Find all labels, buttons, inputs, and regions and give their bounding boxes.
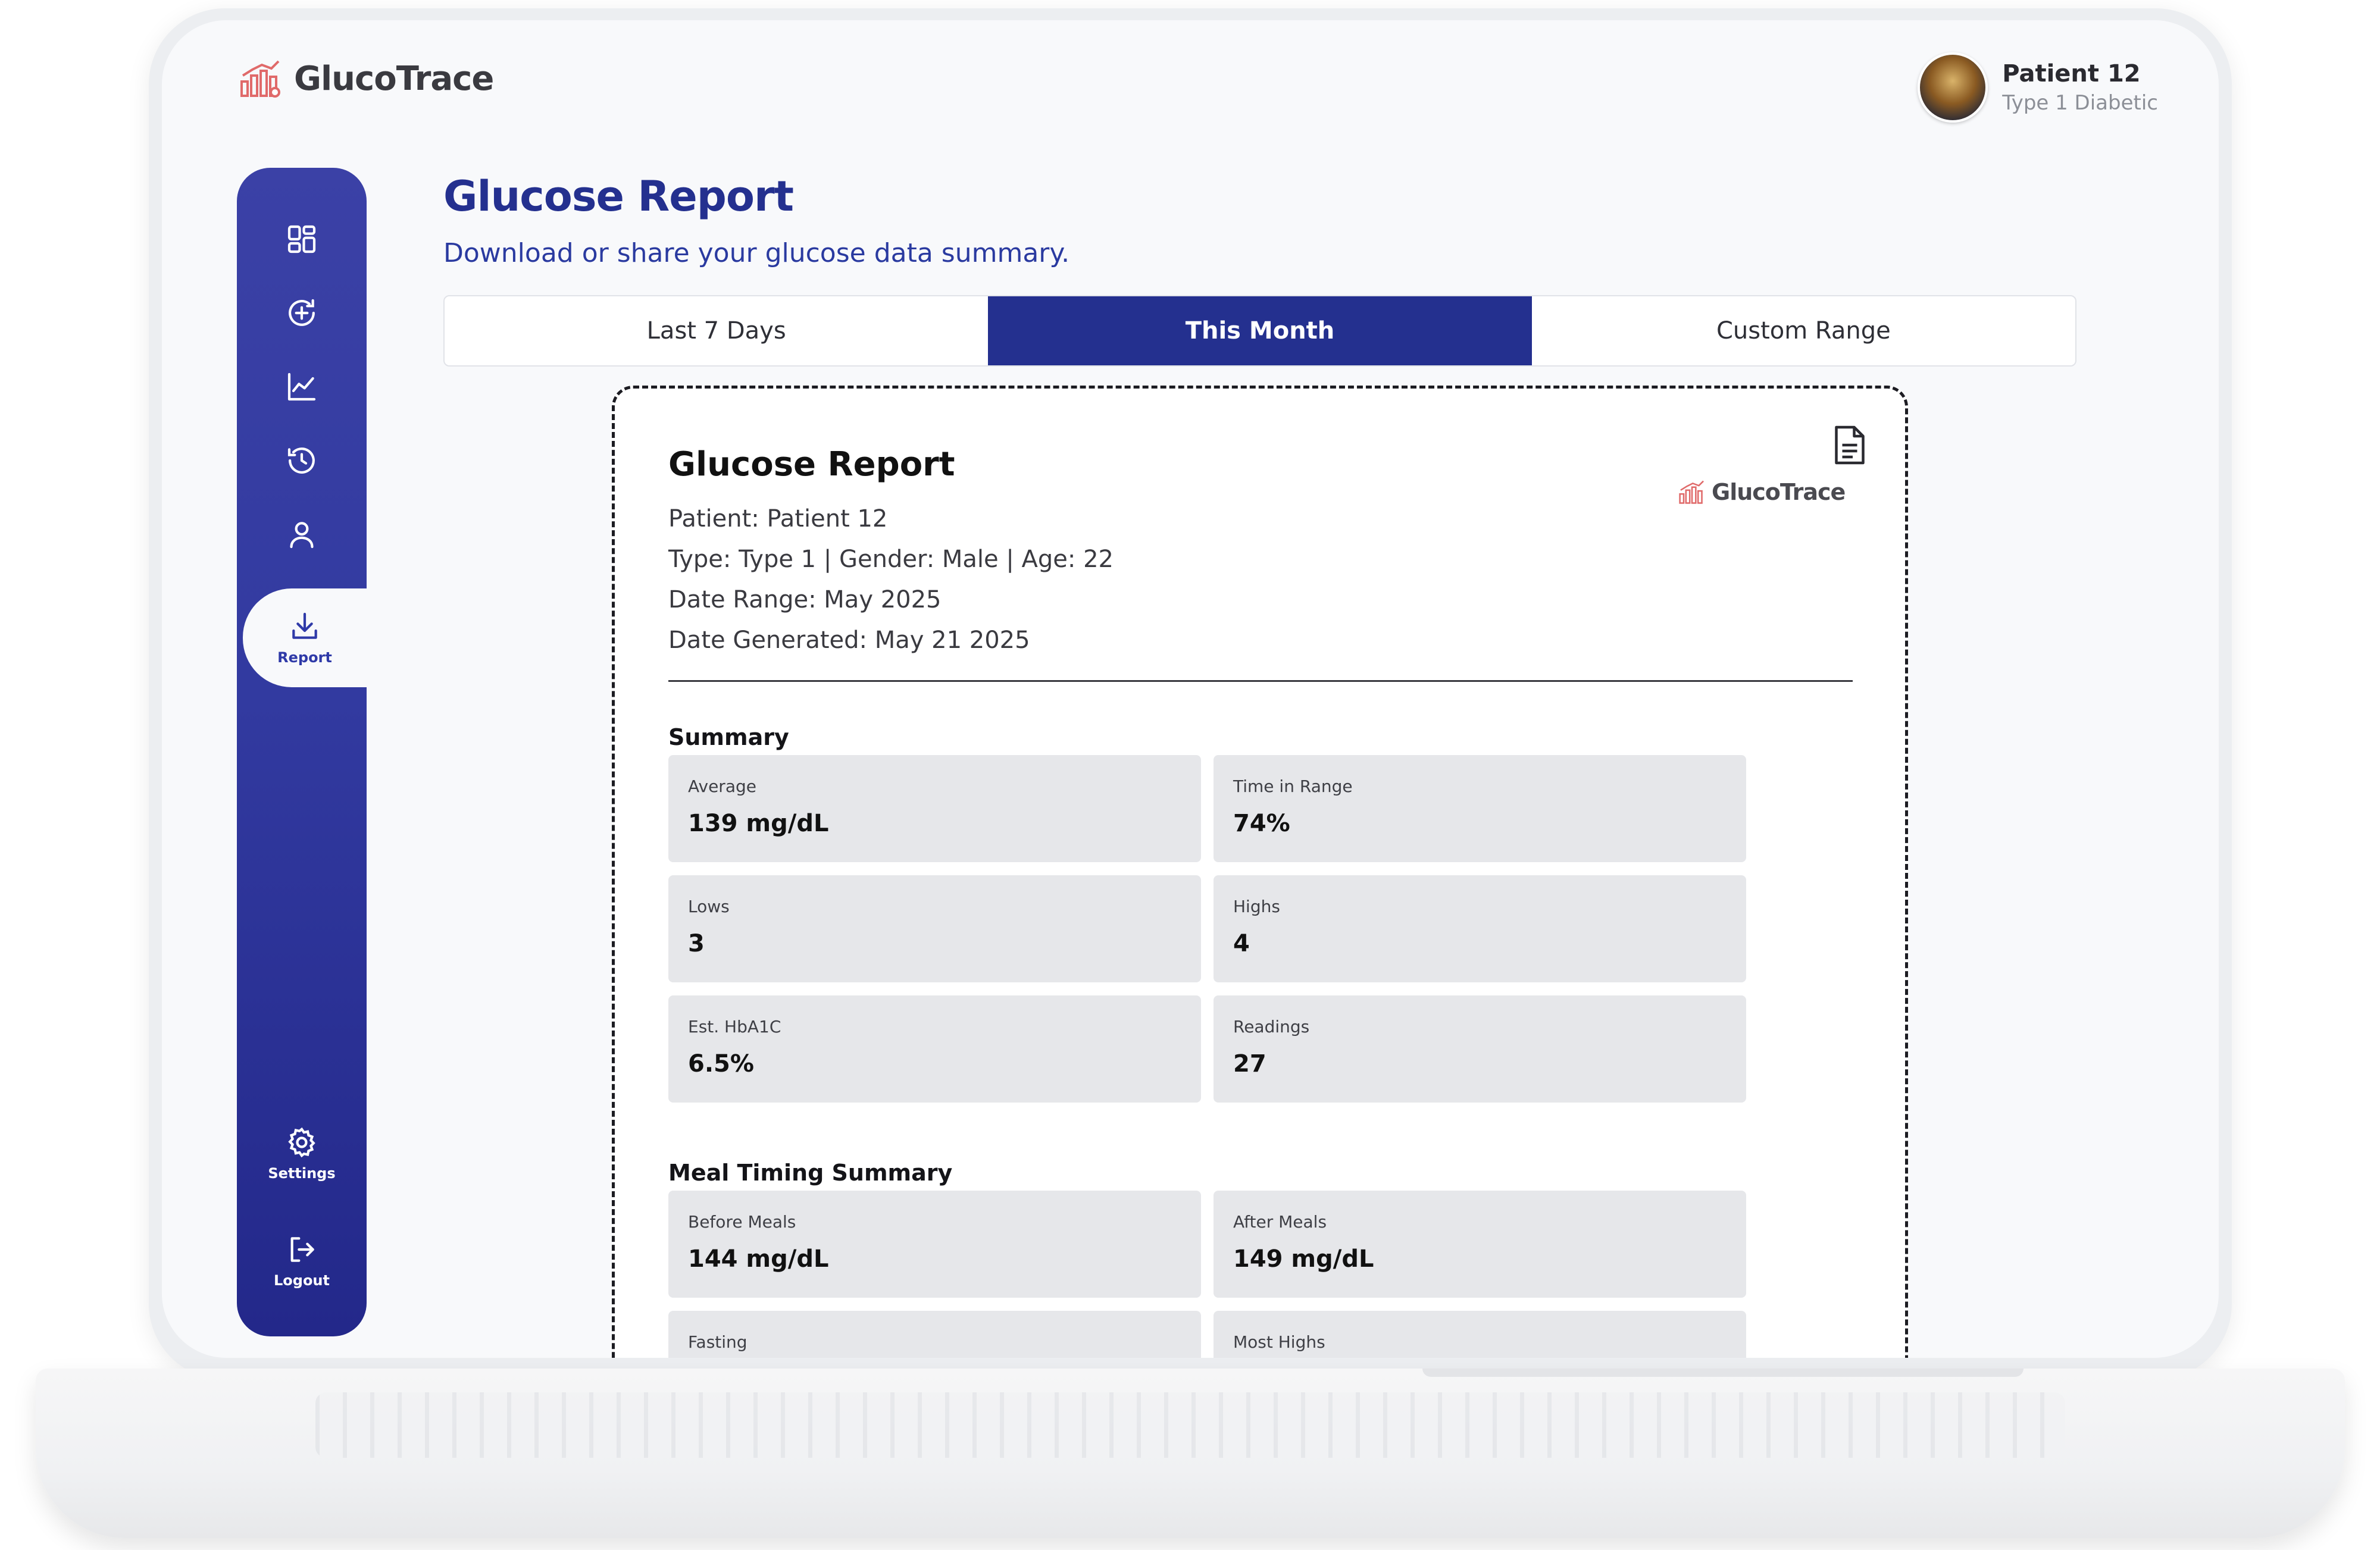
- stat-value: 6.5%: [688, 1050, 754, 1078]
- sidebar-item-settings[interactable]: Settings: [237, 1126, 367, 1182]
- gear-icon: [288, 1127, 315, 1158]
- keyboard-area: [315, 1392, 2065, 1458]
- stat-label: Time in Range: [1233, 776, 1353, 796]
- glucose-chart-logo-icon: [1679, 480, 1704, 504]
- trends-chart-icon: [287, 372, 316, 401]
- report-date-generated: Date Generated: May 21 2025: [668, 627, 1030, 654]
- page-title: Glucose Report: [443, 172, 794, 221]
- range-tabs: Last 7 Days This Month Custom Range: [443, 295, 2076, 367]
- glucose-chart-logo-icon: [240, 60, 280, 98]
- summary-title: Summary: [668, 724, 789, 750]
- sidebar-item-report[interactable]: Report: [243, 588, 374, 687]
- stat-label: Readings: [1233, 1017, 1310, 1037]
- logout-icon: [290, 1237, 314, 1262]
- stat-label: After Meals: [1233, 1212, 1327, 1232]
- sidebar-item-profile[interactable]: [237, 518, 367, 551]
- meal-timing-title: Meal Timing Summary: [668, 1160, 953, 1186]
- stat-highs: Highs 4: [1214, 875, 1746, 982]
- stat-fasting: Fasting: [668, 1311, 1201, 1358]
- dashboard-icon: [287, 225, 316, 253]
- laptop-hinge: [1422, 1369, 2024, 1377]
- add-reading-icon: [289, 299, 315, 326]
- sidebar-item-label: Report: [277, 649, 332, 666]
- app-name: GlucoTrace: [294, 59, 494, 98]
- stat-value: 3: [688, 930, 705, 957]
- page-subtitle: Download or share your glucose data summ…: [443, 238, 1070, 268]
- sidebar: Settings Logout: [237, 168, 367, 1336]
- stat-label: Fasting: [688, 1332, 748, 1352]
- app-brand[interactable]: GlucoTrace: [239, 59, 494, 98]
- stat-value: 144 mg/dL: [688, 1245, 829, 1273]
- report-patient: Patient: Patient 12: [668, 505, 888, 533]
- report-date-range: Date Range: May 2025: [668, 586, 942, 613]
- tab-last-7-days[interactable]: Last 7 Days: [646, 317, 786, 345]
- tab-custom-range[interactable]: Custom Range: [1716, 317, 1891, 345]
- sidebar-item-logout[interactable]: Logout: [237, 1233, 367, 1289]
- report-divider: [668, 680, 1853, 682]
- sidebar-item-label: Settings: [268, 1165, 336, 1182]
- stat-label: Lows: [688, 897, 730, 916]
- sidebar-item-trends[interactable]: [237, 370, 367, 403]
- history-icon: [287, 447, 315, 474]
- report-brand-name: GlucoTrace: [1712, 479, 1846, 505]
- download-icon: [292, 612, 317, 639]
- stat-est-hba1c: Est. HbA1C 6.5%: [668, 995, 1201, 1103]
- tab-this-month[interactable]: This Month: [988, 296, 1532, 365]
- report-type-line: Type: Type 1 | Gender: Male | Age: 22: [668, 546, 1114, 573]
- sidebar-item-dashboard[interactable]: [237, 223, 367, 256]
- stat-value: 27: [1233, 1050, 1266, 1078]
- avatar: [1918, 52, 1988, 123]
- report-preview-card: GlucoTrace Glucose Report Patient: Patie…: [612, 386, 1908, 1358]
- sidebar-item-add-reading[interactable]: [237, 296, 367, 330]
- sidebar-item-label: Logout: [273, 1272, 330, 1289]
- user-name: Patient 12: [2002, 60, 2141, 87]
- stat-value: 4: [1233, 930, 1250, 957]
- stat-label: Average: [688, 776, 756, 796]
- report-title: Glucose Report: [668, 445, 955, 484]
- stat-most-highs: Most Highs: [1214, 1311, 1746, 1358]
- stat-readings: Readings 27: [1214, 995, 1746, 1103]
- laptop-base: [36, 1369, 2345, 1538]
- stat-before-meals: Before Meals 144 mg/dL: [668, 1191, 1201, 1298]
- profile-icon: [290, 522, 314, 549]
- stat-label: Highs: [1233, 897, 1280, 916]
- stat-value: 139 mg/dL: [688, 810, 829, 837]
- stat-value: 149 mg/dL: [1233, 1245, 1374, 1273]
- stat-value: 74%: [1233, 810, 1290, 837]
- user-profile[interactable]: Patient 12 Type 1 Diabetic: [1918, 52, 2158, 123]
- sidebar-item-history[interactable]: [237, 444, 367, 477]
- report-brand: GlucoTrace: [1678, 479, 1846, 505]
- stat-label: Before Meals: [688, 1212, 796, 1232]
- document-icon[interactable]: [1832, 424, 1868, 466]
- stat-label: Est. HbA1C: [688, 1017, 781, 1037]
- user-subtitle: Type 1 Diabetic: [2002, 91, 2158, 115]
- stat-time-in-range: Time in Range 74%: [1214, 755, 1746, 862]
- app-screen: GlucoTrace Patient 12 Type 1 Diabetic: [162, 20, 2219, 1358]
- stat-average: Average 139 mg/dL: [668, 755, 1201, 862]
- stat-lows: Lows 3: [668, 875, 1201, 982]
- stat-label: Most Highs: [1233, 1332, 1325, 1352]
- stat-after-meals: After Meals 149 mg/dL: [1214, 1191, 1746, 1298]
